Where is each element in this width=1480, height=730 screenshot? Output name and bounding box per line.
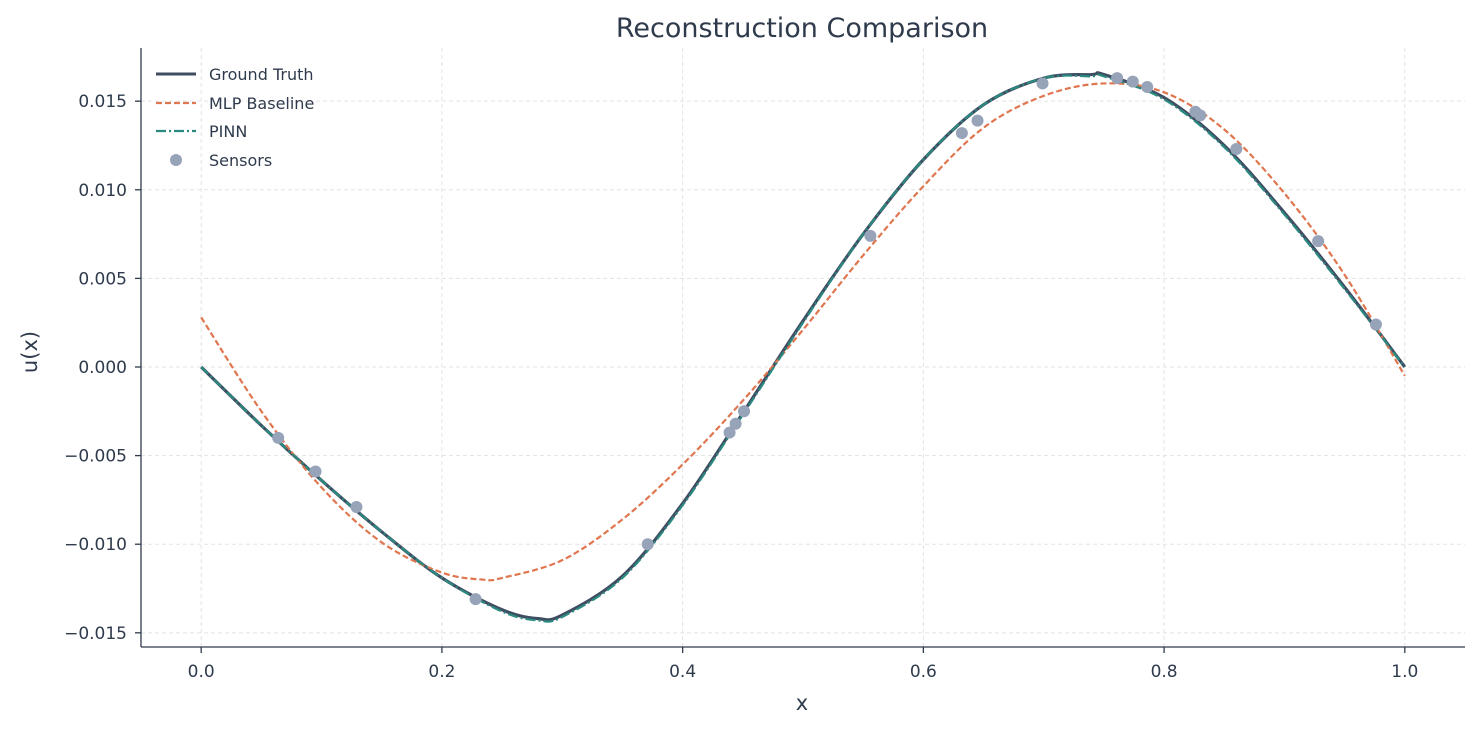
tick-labels: 0.0 0.2 0.4 0.6 0.8 1.0 −0.015 −0.010 −0.005 0.00… xyxy=(64,92,1418,682)
x-tick-label: 0.0 xyxy=(188,662,215,682)
y-tick-label: −0.010 xyxy=(64,535,127,555)
sensor-point xyxy=(955,127,968,140)
grid-lines xyxy=(141,48,1465,647)
sensor-point xyxy=(729,417,742,430)
sensor-point xyxy=(350,500,363,513)
sensor-point xyxy=(641,538,654,551)
y-axis-label: u(x) xyxy=(18,331,42,373)
sensor-point xyxy=(1126,75,1139,88)
sensor-point xyxy=(1111,72,1124,85)
y-tick-label: 0.000 xyxy=(78,358,127,378)
x-axis-label: x xyxy=(796,691,808,715)
legend: Ground Truth MLP Baseline PINN Sensors xyxy=(156,65,314,170)
sensor-point xyxy=(1141,80,1154,93)
sensor-point xyxy=(1194,109,1207,122)
y-tick-label: −0.015 xyxy=(64,624,127,644)
axes xyxy=(135,48,1465,653)
sensor-point xyxy=(971,114,984,127)
y-tick-label: 0.005 xyxy=(78,269,127,289)
sensor-points xyxy=(272,72,1382,606)
sensor-point xyxy=(1230,143,1243,156)
y-tick-label: −0.005 xyxy=(64,447,127,467)
legend-swatch-sensors xyxy=(170,154,182,166)
sensor-point xyxy=(272,431,285,444)
legend-label-sensors: Sensors xyxy=(209,151,272,170)
x-tick-label: 1.0 xyxy=(1391,662,1418,682)
y-tick-label: 0.015 xyxy=(78,92,127,112)
legend-label-ground-truth: Ground Truth xyxy=(209,65,314,84)
series-line-pinn xyxy=(200,73,1406,623)
legend-label-pinn: PINN xyxy=(209,122,247,141)
series-lines xyxy=(200,71,1407,623)
x-tick-label: 0.2 xyxy=(428,662,455,682)
chart-title: Reconstruction Comparison xyxy=(616,13,988,44)
sensor-point xyxy=(1312,235,1325,248)
sensor-point xyxy=(469,593,482,606)
sensor-point xyxy=(864,229,877,242)
series-line-ground-truth xyxy=(200,71,1407,622)
sensor-point xyxy=(723,426,736,439)
x-tick-label: 0.8 xyxy=(1151,662,1178,682)
x-tick-label: 0.6 xyxy=(910,662,937,682)
sensor-point xyxy=(1036,77,1049,90)
sensor-point xyxy=(738,405,751,418)
series-line-mlp-baseline xyxy=(200,82,1406,582)
sensor-point xyxy=(309,465,322,478)
legend-label-mlp-baseline: MLP Baseline xyxy=(209,94,314,113)
sensor-point xyxy=(1369,318,1382,331)
y-tick-label: 0.010 xyxy=(78,181,127,201)
x-tick-label: 0.4 xyxy=(669,662,696,682)
